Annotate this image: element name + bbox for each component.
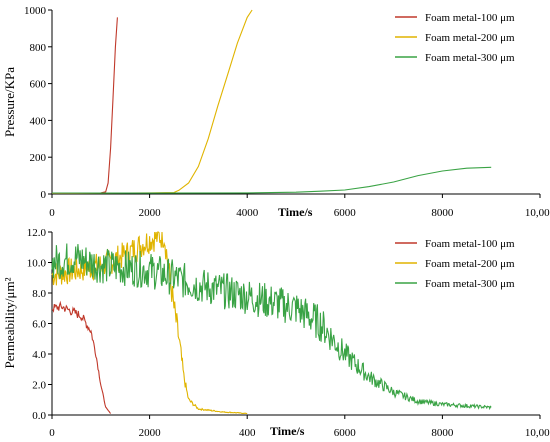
y-tick-label: 10.0 bbox=[27, 258, 47, 270]
x-tick-label: 6000 bbox=[334, 207, 357, 219]
x-tick-label: 8000 bbox=[431, 427, 454, 439]
legend-label-200um: Foam metal-200 μm bbox=[425, 258, 515, 270]
y-tick-label: 0 bbox=[41, 189, 47, 201]
series-line-100um bbox=[51, 17, 118, 194]
x-tick-label: 400 bbox=[239, 427, 256, 439]
legend: Foam metal-100 μm Foam metal-200 μm Foam… bbox=[395, 238, 515, 290]
x-axis-label: Time/s bbox=[278, 205, 313, 219]
x-tick-label: 10,000 bbox=[525, 427, 550, 439]
y-ticks: 0 200 400 600 800 1000 bbox=[24, 5, 52, 201]
legend-label-200um: Foam metal-200 μm bbox=[425, 32, 515, 44]
x-tick-label: 2000 bbox=[139, 427, 162, 439]
y-axis-label: Pressure/KPa bbox=[2, 67, 17, 137]
legend-label-100um: Foam metal-100 μm bbox=[425, 12, 515, 24]
y-tick-label: 0.0 bbox=[32, 410, 46, 422]
x-tick-label: 10,000 bbox=[525, 207, 550, 219]
x-tick-label: 6000 bbox=[334, 427, 357, 439]
series-line-300um bbox=[51, 243, 492, 411]
y-tick-label: 400 bbox=[30, 115, 47, 127]
series-group bbox=[51, 231, 492, 415]
y-tick-label: 2.0 bbox=[32, 380, 46, 392]
permeability-panel: 0 2000 400 6000 8000 10,000 0.0 2.0 4.0 6.0 8.0 10… bbox=[2, 227, 550, 439]
y-tick-label: 6.0 bbox=[32, 319, 46, 331]
x-tick-label: 8000 bbox=[431, 207, 454, 219]
x-tick-label: 0 bbox=[49, 427, 55, 439]
legend-label-300um: Foam metal-300 μm bbox=[425, 52, 515, 64]
y-tick-label: 1000 bbox=[24, 5, 47, 17]
legend-label-300um: Foam metal-300 μm bbox=[425, 278, 515, 290]
x-ticks: 0 2000 400 6000 8000 10,000 bbox=[49, 415, 550, 439]
y-tick-label: 800 bbox=[30, 42, 47, 54]
y-axis-label: Permeability/μm² bbox=[2, 277, 17, 368]
series-line-100um bbox=[51, 300, 112, 414]
series-line-200um bbox=[51, 231, 248, 415]
pressure-panel: 0 2000 4000 6000 8000 10,000 0 200 400 600 800 100… bbox=[2, 5, 550, 219]
y-tick-label: 12.0 bbox=[27, 227, 47, 239]
legend: Foam metal-100 μm Foam metal-200 μm Foam… bbox=[395, 12, 515, 64]
legend-label-100um: Foam metal-100 μm bbox=[425, 238, 515, 250]
series-line-300um bbox=[52, 166, 492, 194]
y-tick-label: 600 bbox=[30, 79, 47, 91]
x-tick-label: 2000 bbox=[139, 207, 162, 219]
y-ticks: 0.0 2.0 4.0 6.0 8.0 10.0 12.0 bbox=[27, 227, 52, 422]
y-tick-label: 8.0 bbox=[32, 288, 46, 300]
x-tick-label: 0 bbox=[49, 207, 55, 219]
x-tick-label: 4000 bbox=[236, 207, 259, 219]
y-tick-label: 4.0 bbox=[32, 349, 46, 361]
y-tick-label: 200 bbox=[30, 152, 47, 164]
x-ticks: 0 2000 4000 6000 8000 10,000 bbox=[49, 194, 550, 219]
series-group bbox=[51, 9, 492, 194]
series-line-200um bbox=[52, 9, 253, 194]
x-axis-label: Time/s bbox=[270, 424, 305, 438]
